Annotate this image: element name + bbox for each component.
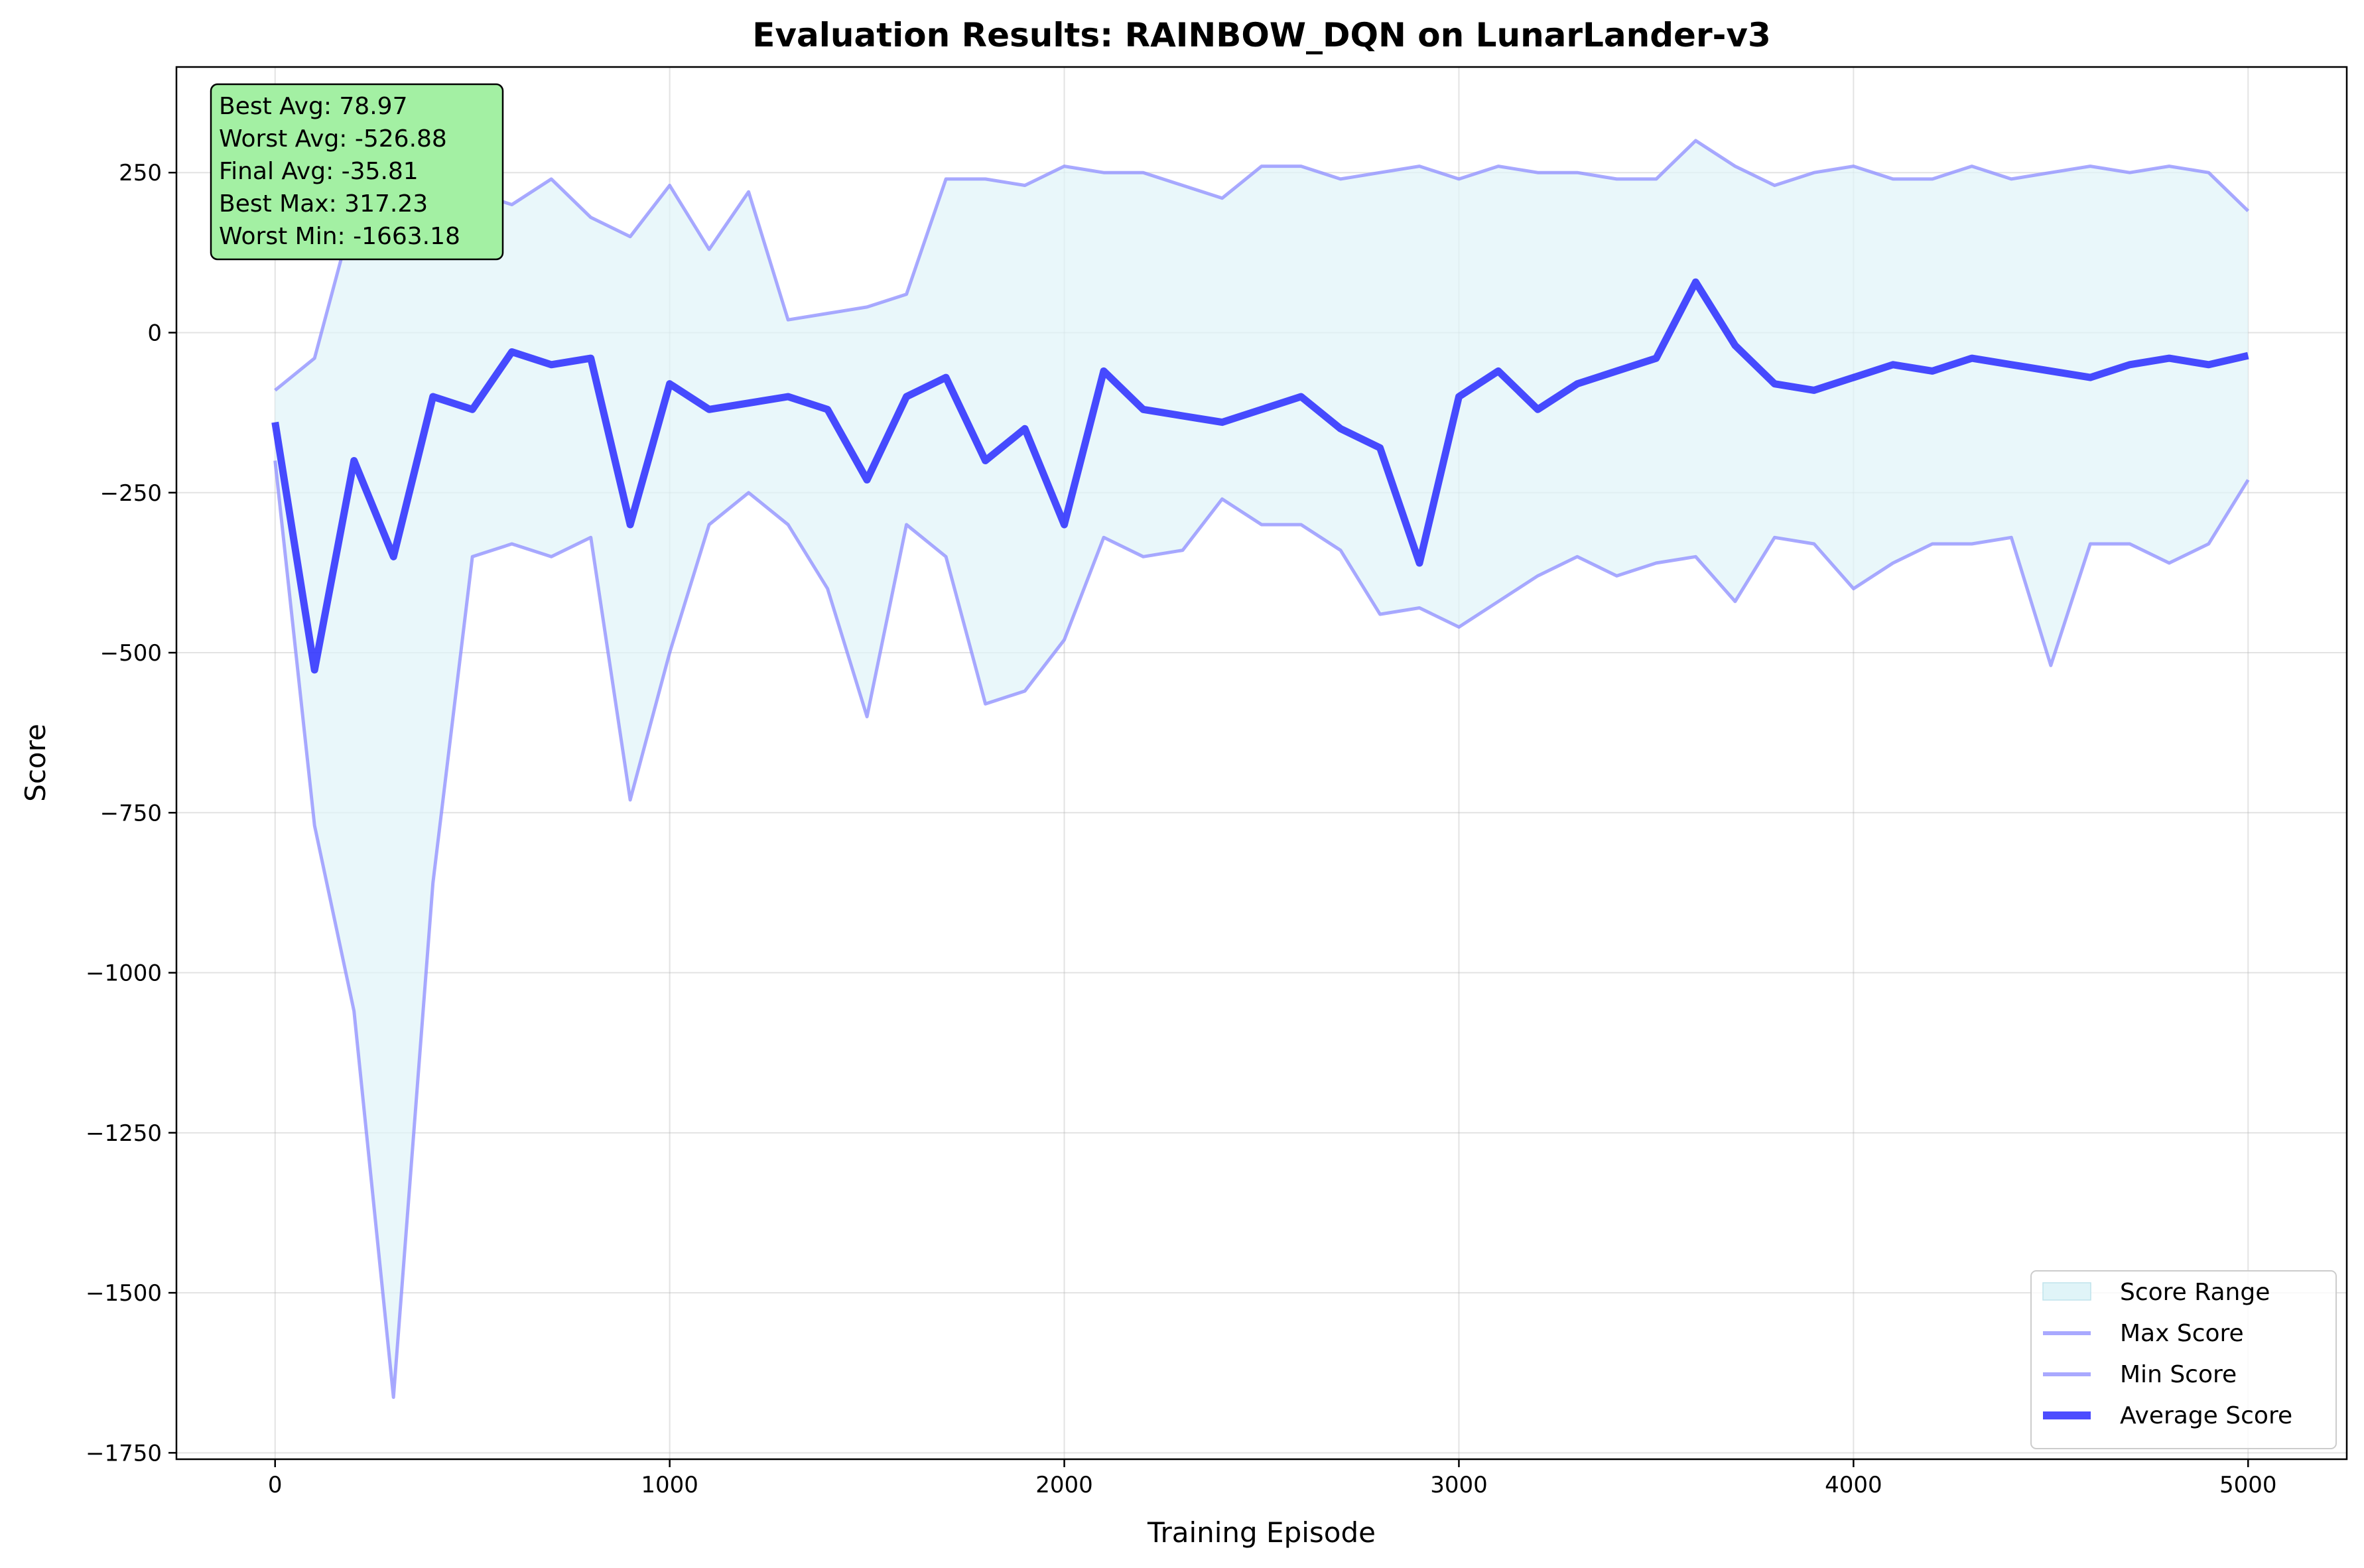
y-tick-label: −1250 [86, 1120, 162, 1147]
y-tick-label: 0 [147, 320, 162, 346]
average-score-line [271, 278, 2249, 674]
stats-best-max: Best Max: 317.23 [219, 190, 428, 218]
max-score-line [274, 139, 2250, 392]
y-tick-label: −500 [100, 640, 162, 667]
stats-final-avg: Final Avg: -35.81 [219, 158, 419, 185]
y-tick-label: −250 [100, 480, 162, 507]
y-axis-label: Score [19, 724, 52, 802]
x-axis-label: Training Episode [1147, 1516, 1376, 1549]
stats-best-avg: Best Avg: 78.97 [219, 93, 407, 120]
plot-data [271, 139, 2250, 1400]
score-range-band [275, 141, 2249, 1398]
y-tick-label: 250 [119, 160, 162, 186]
axes: 0 1000 2000 3000 4000 5000 250 0 −250 −500 −750 −10… [86, 160, 2277, 1498]
stats-worst-min: Worst Min: -1663.18 [219, 223, 460, 250]
legend-frame [2030, 1270, 2337, 1449]
x-tick-label: 3000 [1430, 1472, 1488, 1498]
legend: Score Range Max Score Min Score Average … [2030, 1270, 2337, 1449]
stats-box-background [210, 83, 504, 261]
min-score-line [273, 460, 2250, 1400]
chart-title: Evaluation Results: RAINBOW_DQN on Lunar… [752, 16, 1771, 54]
x-tick-label: 2000 [1035, 1472, 1093, 1498]
legend-swatch-score-range [2042, 1282, 2091, 1301]
y-tick-label: −1750 [86, 1440, 162, 1467]
plot-frame [175, 66, 2348, 1461]
x-tick-label: 4000 [1825, 1472, 1882, 1498]
x-tick-label: 5000 [2219, 1472, 2277, 1498]
stats-worst-avg: Worst Avg: -526.88 [219, 125, 447, 153]
x-tick-label: 0 [268, 1472, 283, 1498]
y-tick-label: −750 [100, 800, 162, 826]
legend-label-average-score: Average Score [2120, 1402, 2292, 1429]
y-tick-label: −1000 [86, 960, 162, 987]
legend-label-score-range: Score Range [2120, 1279, 2270, 1306]
x-tick-label: 1000 [641, 1472, 698, 1498]
stats-box: Best Avg: 78.97 Worst Avg: -526.88 Final… [210, 83, 504, 261]
legend-label-max-score: Max Score [2120, 1320, 2244, 1347]
legend-label-min-score: Min Score [2120, 1361, 2237, 1388]
y-tick-label: −1500 [86, 1280, 162, 1307]
